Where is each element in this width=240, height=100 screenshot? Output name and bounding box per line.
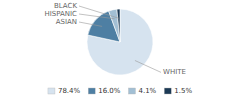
legend-label: 16.0%: [98, 87, 121, 95]
legend: 78.4% 16.0% 4.1% 1.5%: [48, 87, 192, 95]
legend-label: 1.5%: [174, 87, 192, 95]
chart: WHITE ASIANHISPANICBLACK 78.4% 16.0% 4.1% 1.5…: [0, 0, 240, 100]
pie: [87, 9, 153, 75]
slice-label: HISPANIC: [44, 10, 77, 18]
leader-line: [79, 14, 115, 19]
leader-line: [79, 22, 102, 26]
legend-label: 78.4%: [58, 87, 81, 95]
legend-swatch: [164, 88, 171, 94]
leader-line: [135, 60, 161, 72]
leader-line: [79, 6, 119, 18]
legend-swatch: [88, 88, 95, 94]
pie-slice: [109, 9, 120, 42]
slice-label: BLACK: [54, 2, 77, 10]
slice-label: ASIAN: [56, 18, 77, 26]
slice-label: WHITE: [163, 68, 186, 76]
legend-label: 4.1%: [138, 87, 156, 95]
pie-slice: [87, 9, 153, 75]
pie-slice: [117, 9, 120, 42]
annotations: WHITE ASIANHISPANICBLACK: [44, 2, 185, 76]
legend-swatch: [48, 88, 55, 94]
legend-swatch: [128, 88, 135, 94]
